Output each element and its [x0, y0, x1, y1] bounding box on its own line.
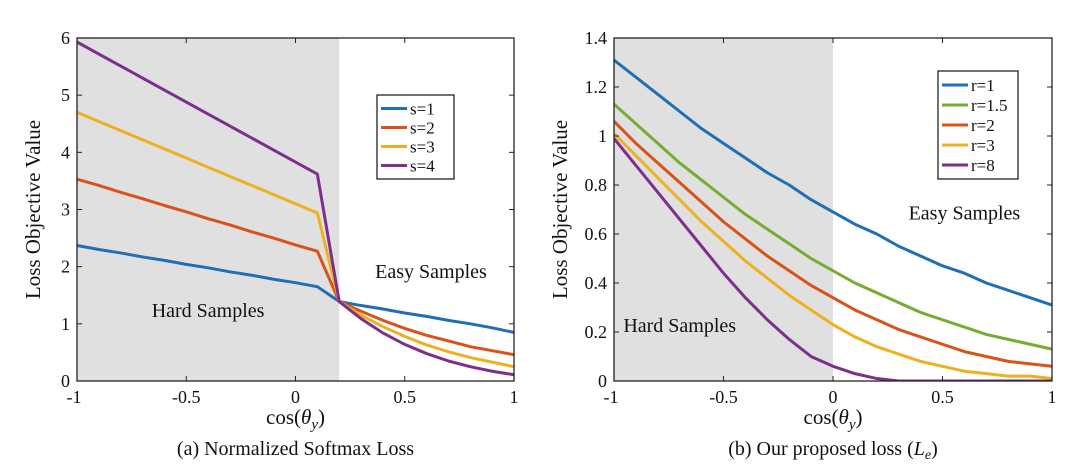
series-line-r-8: [614, 137, 1052, 381]
series-line-r-1: [614, 58, 1052, 307]
y-axis-title: Loss Objective Value: [548, 120, 572, 299]
legend: r=1r=1.5r=2r=3r=8: [937, 70, 1019, 180]
y-tick-label: 0.6: [585, 224, 608, 244]
y-tick-label: 0.4: [585, 273, 608, 293]
legend-label: r=3: [971, 136, 995, 155]
annotation: Easy Samples: [375, 261, 487, 283]
y-tick-label: 1.4: [585, 28, 608, 48]
legend-label: r=1.5: [971, 96, 1008, 115]
y-tick-label: 3: [61, 200, 70, 220]
chart-caption: (b) Our proposed loss (Le): [728, 438, 938, 463]
x-tick-label: 0.5: [394, 387, 417, 407]
annotation: Hard Samples: [152, 300, 265, 322]
y-tick-label: 1.2: [585, 77, 608, 97]
x-tick-label: -1: [604, 387, 619, 407]
y-axis-title: Loss Objective Value: [21, 120, 45, 299]
chart-a: -1 -0.5 0 0.5 1 0 1 2 3 4 5 6 Loss Objective Value co…: [21, 28, 519, 460]
x-tick-label: -0.5: [172, 387, 201, 407]
x-tick-label: 0: [829, 387, 838, 407]
legend: s=1s=2s=3s=4: [376, 94, 455, 180]
y-tick-label: 5: [61, 85, 70, 105]
y-tick-label: 0.8: [585, 175, 608, 195]
y-tick-label: 1: [61, 314, 70, 334]
chart-b: -1 -0.5 0 0.5 1 0 0.2 0.4 0.6 0.8 1 1.2 1.4 Loss Obje…: [548, 28, 1057, 463]
legend-label: r=2: [971, 116, 995, 135]
y-tick-label: 0: [61, 371, 70, 391]
x-tick-label: -0.5: [709, 387, 738, 407]
legend-label: r=8: [971, 156, 995, 175]
series-line-s-3: [77, 110, 514, 369]
x-axis-title: cos(θy): [804, 405, 863, 433]
y-tick-label: 0.2: [585, 322, 608, 342]
legend-label: r=1: [971, 76, 995, 95]
legend-label: s=4: [410, 157, 435, 176]
annotation: Easy Samples: [909, 202, 1021, 224]
y-tick-label: 2: [61, 257, 70, 277]
x-tick-label: 0.5: [931, 387, 954, 407]
x-tick-label: 1: [1048, 387, 1057, 407]
y-tick-label: 1: [598, 126, 607, 146]
series-line-r-3: [614, 132, 1052, 381]
shaded-region: [77, 38, 340, 381]
annotation: Hard Samples: [623, 315, 736, 337]
series-line-r-1-5: [614, 103, 1052, 351]
x-tick-label: -1: [67, 387, 82, 407]
x-axis-title: cos(θy): [266, 405, 325, 433]
series-line-s-4: [77, 40, 514, 377]
series-line-s-2: [77, 177, 514, 357]
legend-label: s=3: [410, 138, 435, 157]
y-tick-label: 4: [61, 142, 70, 162]
x-tick-label: 0: [291, 387, 300, 407]
shaded-region: [614, 38, 833, 381]
y-tick-label: 6: [61, 28, 70, 48]
legend-label: s=1: [410, 100, 435, 119]
legend-label: s=2: [410, 119, 435, 138]
series-line-r-2: [614, 120, 1052, 368]
y-tick-label: 0: [598, 371, 607, 391]
x-tick-label: 1: [510, 387, 519, 407]
chart-caption: (a) Normalized Softmax Loss: [177, 438, 414, 460]
series-line-s-1: [77, 244, 514, 334]
